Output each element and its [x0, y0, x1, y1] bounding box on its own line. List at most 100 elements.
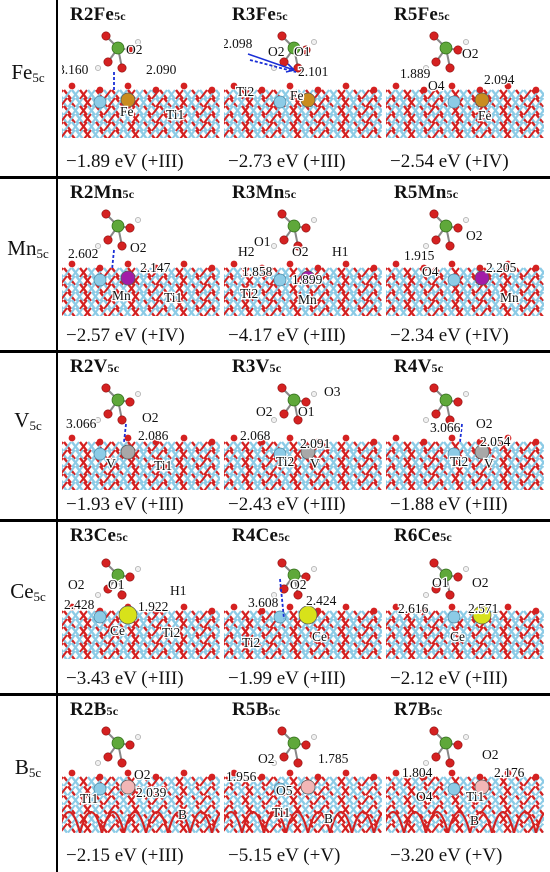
atom-label: Mn — [112, 288, 131, 303]
panel-title-subscript: 5c — [446, 187, 459, 201]
adsorbate — [230, 726, 378, 796]
atom-label: B — [470, 813, 479, 828]
adsorption-energy: −2.12 eV (+III) — [390, 668, 508, 689]
atom-label: 2.147 — [140, 260, 171, 275]
adsorbate — [392, 31, 540, 109]
atom-label: V — [310, 456, 320, 471]
atom-label: Mn — [298, 292, 317, 307]
atom-label: O2 — [256, 404, 273, 419]
atom-label: V — [106, 456, 116, 471]
row-label-subscript: 5c — [33, 589, 46, 604]
adsorption-energy: −1.93 eV (+III) — [66, 494, 184, 515]
atom-label: 1.804 — [402, 765, 433, 780]
dopant-atom — [300, 270, 316, 286]
atom-label: 2.101 — [298, 64, 328, 79]
adsorbate — [230, 209, 378, 287]
tio2-slab — [224, 441, 382, 490]
atom-label: Ce — [450, 629, 465, 644]
atom-label: 1.915 — [404, 248, 435, 263]
panel-title-main: R2Fe — [70, 4, 115, 25]
molecular-structure-image: O2 3.608 2.424 Ti2 Ce — [224, 558, 382, 659]
panel-title: R4Ce5c — [232, 525, 290, 547]
atom-label: Fe — [290, 88, 304, 103]
molecular-structure-image: O2 Ti1 2.039 B — [62, 726, 220, 833]
atom-label: 1.858 — [242, 264, 273, 279]
adsorption-energy: −2.73 eV (+III) — [228, 151, 346, 172]
atom-label: 2.205 — [486, 260, 517, 275]
row-label-element: V — [14, 407, 30, 432]
atom-label: Ce — [110, 623, 125, 638]
row-label-subscript: 5c — [29, 417, 42, 433]
atom-label: Ti1 — [164, 290, 182, 305]
adsorption-energy: −2.43 eV (+III) — [228, 494, 346, 515]
atom-label: Mn — [500, 290, 519, 305]
panel-title-main: R5B — [232, 699, 269, 720]
adsorbate — [68, 209, 216, 287]
dopant-atom — [474, 92, 490, 108]
tio2-slab — [62, 267, 220, 316]
atom-label: O2 — [476, 416, 493, 431]
atom-label: 3.066 — [430, 420, 461, 435]
structure-panel: R6Ce5c O1 O2 2.616 2.571 Ce −2.12 eV (+III) — [384, 521, 546, 695]
structure-panel: R3Fe5c 2.098 O2 O1 2.101 Ti2 Fe −2.73 eV (+III) — [222, 0, 384, 178]
panel-title-main: R2V — [70, 356, 108, 377]
atom-label: O2 — [472, 575, 489, 590]
atom-label: B — [178, 807, 187, 822]
dopant-atom — [300, 444, 316, 460]
panel-title-subscript: 5c — [106, 704, 119, 718]
atom-label: O4 — [428, 78, 445, 93]
molecular-structure-image: O2 O1 H1 2.428 1.922 Ce Ti2 — [62, 558, 220, 659]
adsorbate — [68, 31, 216, 109]
atom-label: 3.608 — [248, 595, 279, 610]
atom-label: O5 — [276, 783, 293, 798]
atom-label: H1 — [170, 583, 187, 598]
panel-title-subscript: 5c — [114, 9, 126, 23]
atom-label: O2 — [462, 46, 479, 61]
structure-panel: R4V5c 3.066 O2 2.054 Ti2 V −1.88 eV (+III) — [384, 352, 546, 521]
adsorption-energy: −4.17 eV (+III) — [228, 325, 346, 346]
atom-label: 1.889 — [400, 66, 431, 81]
atom-label: O1 — [108, 577, 125, 592]
structure-panel: R3Ce5c O2 O1 H1 2.428 1.922 Ce Ti2 −3.43 eV (+II… — [60, 521, 222, 695]
row-label-element: B — [14, 754, 29, 779]
structure-panel: R2Fe5c O2 3.160 2.090 Fe Ti1 −1.89 eV (+III) — [60, 0, 222, 178]
panel-title-subscript: 5c — [278, 530, 290, 544]
atom-label: Ti1 — [166, 107, 184, 122]
panel-title-subscript: 5c — [430, 704, 443, 718]
atom-label: O3 — [324, 384, 341, 399]
atom-label: 2.086 — [138, 428, 169, 443]
row-label-subscript: 5c — [32, 70, 45, 85]
row-label: Ce5c — [0, 580, 56, 608]
tio2-slab — [62, 441, 220, 490]
structure-panel: R2V5c 3.066 O2 2.086 V Ti1 −1.93 eV (+III) — [60, 352, 222, 521]
panel-title-subscript: 5c — [122, 187, 135, 201]
panel-title: R2Fe5c — [70, 4, 126, 26]
panel-title: R3Ce5c — [70, 525, 128, 547]
adsorbate — [230, 558, 378, 625]
panel-title: R3Fe5c — [232, 4, 288, 26]
adsorption-energy: −1.88 eV (+III) — [390, 494, 508, 515]
molecular-structure-image: 3.066 O2 2.086 V Ti1 — [62, 383, 220, 490]
dopant-atom — [474, 779, 490, 795]
atom-label: O1 — [254, 234, 271, 249]
atom-label: Ti2 — [162, 625, 180, 640]
dopant-atom — [474, 270, 490, 286]
atom-label: 1.785 — [318, 751, 349, 766]
molecular-structure-image: O2 1.785 1.956 O5 Ti1 B — [224, 726, 382, 833]
atom-label: 2.602 — [68, 246, 98, 261]
panel-title-main: R2B — [70, 699, 107, 720]
adsorption-energy: −1.99 eV (+III) — [228, 668, 346, 689]
adsorbate — [230, 31, 378, 109]
atom-label: 2.176 — [494, 765, 525, 780]
panel-title-main: R2Mn — [70, 182, 123, 203]
adsorption-energy: −3.20 eV (+V) — [390, 845, 503, 866]
row-label-subscript: 5c — [28, 764, 42, 780]
dopant-atom — [298, 605, 318, 625]
adsorbate — [68, 558, 216, 625]
panel-title-main: R4V — [394, 356, 432, 377]
adsorbate — [68, 383, 216, 461]
atom-label: 2.054 — [480, 434, 511, 449]
dopant-atom — [300, 92, 316, 108]
panel-title: R5Mn5c — [394, 182, 458, 204]
